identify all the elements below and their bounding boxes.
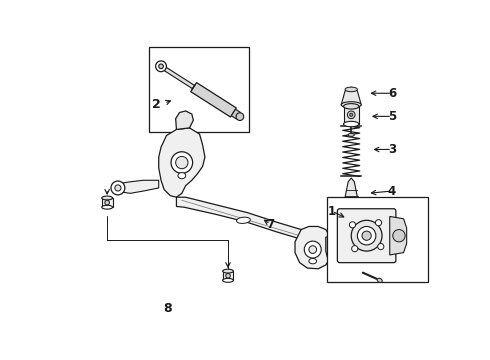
Text: 2: 2 <box>151 98 160 111</box>
Polygon shape <box>102 198 113 207</box>
Circle shape <box>176 156 188 169</box>
Ellipse shape <box>343 104 359 109</box>
Text: 6: 6 <box>388 87 396 100</box>
Ellipse shape <box>102 196 113 200</box>
Bar <box>149 47 249 132</box>
Bar <box>327 197 428 282</box>
Polygon shape <box>160 65 195 89</box>
Polygon shape <box>159 128 205 197</box>
Circle shape <box>304 241 321 258</box>
Polygon shape <box>342 178 361 209</box>
Ellipse shape <box>377 278 382 283</box>
Circle shape <box>378 243 384 250</box>
Circle shape <box>352 246 358 252</box>
Circle shape <box>393 230 405 242</box>
Circle shape <box>105 200 109 205</box>
Ellipse shape <box>345 87 357 92</box>
Text: 3: 3 <box>388 143 396 156</box>
Ellipse shape <box>237 217 250 224</box>
Polygon shape <box>231 109 241 119</box>
Circle shape <box>236 113 244 121</box>
Circle shape <box>351 220 382 251</box>
Circle shape <box>115 185 121 191</box>
Ellipse shape <box>343 121 359 127</box>
Text: 7: 7 <box>266 218 274 231</box>
Polygon shape <box>295 226 332 269</box>
Circle shape <box>375 220 382 226</box>
Ellipse shape <box>348 133 354 136</box>
Circle shape <box>156 61 167 72</box>
Circle shape <box>347 111 355 119</box>
Circle shape <box>159 64 163 69</box>
Ellipse shape <box>222 269 233 273</box>
Polygon shape <box>341 87 361 105</box>
Circle shape <box>350 113 353 116</box>
Text: 5: 5 <box>388 110 396 123</box>
Circle shape <box>111 181 125 195</box>
Polygon shape <box>326 234 347 257</box>
Polygon shape <box>191 82 236 117</box>
Text: 1: 1 <box>328 204 336 217</box>
Text: 4: 4 <box>388 185 396 198</box>
Polygon shape <box>390 216 407 255</box>
Polygon shape <box>222 271 233 280</box>
Polygon shape <box>118 180 159 193</box>
Circle shape <box>226 274 230 278</box>
Ellipse shape <box>309 258 317 264</box>
Ellipse shape <box>341 102 361 108</box>
Circle shape <box>309 246 317 253</box>
FancyBboxPatch shape <box>337 209 396 263</box>
Polygon shape <box>175 111 194 130</box>
Circle shape <box>362 231 371 240</box>
Ellipse shape <box>102 205 113 209</box>
Circle shape <box>171 152 193 173</box>
Circle shape <box>357 226 376 245</box>
Polygon shape <box>343 106 359 124</box>
Circle shape <box>349 222 356 228</box>
Ellipse shape <box>178 172 186 179</box>
Ellipse shape <box>222 278 233 282</box>
Text: 8: 8 <box>163 302 172 315</box>
Polygon shape <box>176 197 307 243</box>
